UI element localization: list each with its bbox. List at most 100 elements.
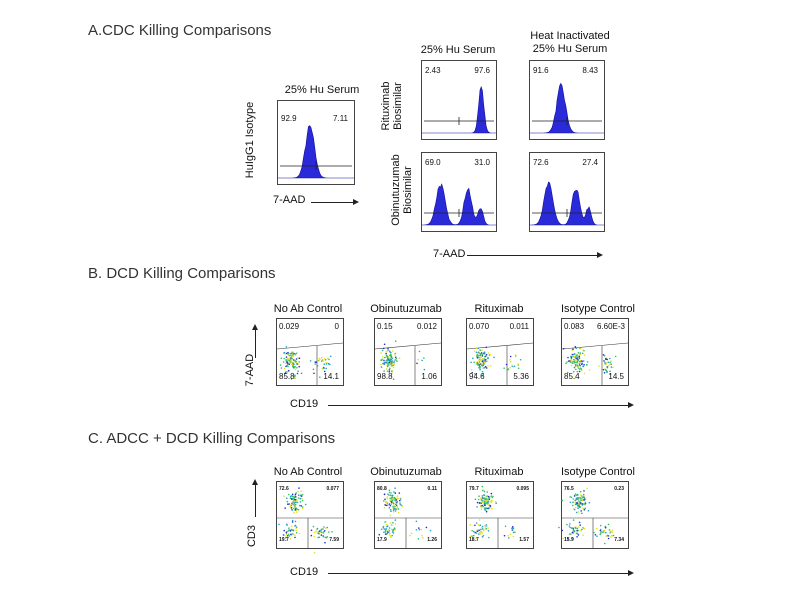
event-dot xyxy=(392,509,395,512)
event-dot xyxy=(399,502,401,504)
event-dot xyxy=(297,370,299,372)
event-dot xyxy=(393,508,395,510)
event-dot xyxy=(573,495,576,497)
event-dot xyxy=(562,537,565,540)
event-dot xyxy=(385,368,388,370)
event-dot xyxy=(604,361,606,364)
event-dot xyxy=(387,493,389,495)
event-dot xyxy=(288,535,291,537)
event-dot xyxy=(388,489,391,492)
event-dot xyxy=(469,535,471,538)
event-dot xyxy=(578,364,581,367)
event-dot xyxy=(480,499,483,501)
event-dot xyxy=(394,523,397,525)
event-dot xyxy=(484,352,487,355)
event-dot xyxy=(388,527,391,529)
event-dot xyxy=(478,361,481,363)
event-dot xyxy=(301,499,304,502)
event-dot xyxy=(393,496,395,499)
event-dot xyxy=(474,531,477,534)
event-dot xyxy=(391,360,393,362)
event-dot xyxy=(582,365,585,368)
column-title-heat-inactivated: Heat Inactivated 25% Hu Serum xyxy=(530,30,610,55)
event-dot xyxy=(579,494,582,496)
event-dot xyxy=(576,501,578,504)
event-dot xyxy=(486,495,488,497)
event-dot xyxy=(318,357,321,360)
event-dot xyxy=(476,530,479,532)
event-dot xyxy=(577,366,580,368)
event-dot xyxy=(485,502,488,504)
event-dot xyxy=(612,366,614,369)
event-dot xyxy=(576,532,578,535)
event-dot xyxy=(328,531,330,533)
event-dot xyxy=(572,537,574,540)
x-axis-arrow xyxy=(328,402,634,408)
event-dot xyxy=(479,528,482,531)
event-dot xyxy=(399,503,402,506)
event-dot xyxy=(388,350,391,352)
event-dot xyxy=(390,510,392,513)
event-dot xyxy=(383,528,386,530)
event-dot xyxy=(382,500,385,502)
event-dot xyxy=(418,527,420,529)
event-dot xyxy=(573,370,575,373)
event-dot xyxy=(385,523,388,526)
event-dot xyxy=(390,501,393,503)
event-dot xyxy=(582,534,584,537)
event-dot xyxy=(494,501,497,503)
event-dot xyxy=(396,360,398,362)
quadrant-gate-horizontal xyxy=(561,342,629,350)
event-dot xyxy=(483,501,486,503)
event-dot xyxy=(471,535,473,537)
event-dot xyxy=(487,500,490,503)
event-dot xyxy=(481,375,483,377)
event-dot xyxy=(287,533,290,536)
event-dot xyxy=(389,494,392,497)
event-dot xyxy=(391,356,394,359)
event-dot xyxy=(489,365,492,367)
event-dot xyxy=(517,367,520,370)
event-dot xyxy=(323,530,326,532)
event-dot xyxy=(382,355,384,358)
quadrant-lower-left: 19.7 xyxy=(279,537,289,543)
event-dot xyxy=(290,504,293,507)
event-dot xyxy=(383,370,385,372)
event-dot xyxy=(482,529,485,532)
event-dot xyxy=(290,361,293,363)
event-dot xyxy=(586,364,588,366)
event-dot xyxy=(481,506,483,508)
event-dot xyxy=(282,361,285,363)
panel-title: Obinutuzumab xyxy=(370,466,442,478)
quadrant-lower-right: 1.06 xyxy=(421,372,437,381)
event-dot xyxy=(385,356,387,358)
event-dot xyxy=(487,352,490,354)
event-dot xyxy=(471,529,473,532)
event-dot xyxy=(575,506,577,509)
event-dot xyxy=(599,532,602,534)
event-dot xyxy=(284,507,286,509)
event-dot xyxy=(388,494,391,496)
event-dot xyxy=(285,537,287,539)
event-dot xyxy=(485,367,488,369)
event-dot xyxy=(486,498,488,500)
event-dot xyxy=(571,362,574,365)
event-dot xyxy=(578,521,581,524)
event-dot xyxy=(473,361,475,363)
event-dot xyxy=(476,354,478,357)
event-dot xyxy=(423,368,426,371)
event-dot xyxy=(582,360,585,362)
event-dot xyxy=(574,493,577,495)
event-dot xyxy=(475,522,478,524)
event-dot xyxy=(298,361,300,363)
event-dot xyxy=(491,499,493,502)
event-dot xyxy=(293,498,295,500)
quadrant-upper-right: 0.077 xyxy=(326,486,339,492)
event-dot xyxy=(294,354,297,356)
event-dot xyxy=(588,501,591,504)
event-dot xyxy=(422,537,424,539)
event-dot xyxy=(479,365,481,368)
event-dot xyxy=(478,519,481,521)
event-dot xyxy=(511,526,514,528)
event-dot xyxy=(511,527,513,529)
